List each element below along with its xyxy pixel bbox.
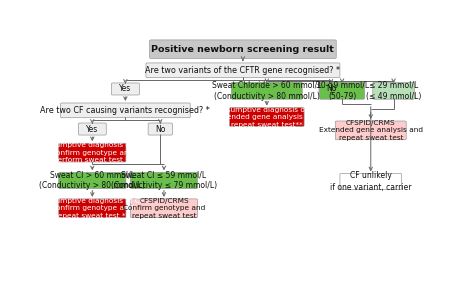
FancyBboxPatch shape (130, 172, 198, 188)
FancyBboxPatch shape (78, 123, 106, 135)
FancyBboxPatch shape (229, 108, 304, 126)
FancyBboxPatch shape (59, 172, 126, 188)
Text: Are two CF causing variants recognised? *: Are two CF causing variants recognised? … (40, 106, 210, 115)
Text: Sweat Chloride > 60 mmol/L
(Conductivity > 80 mmol/L): Sweat Chloride > 60 mmol/L (Conductivity… (212, 81, 321, 101)
Text: Yes: Yes (119, 84, 131, 93)
FancyBboxPatch shape (335, 121, 406, 140)
FancyBboxPatch shape (61, 103, 190, 118)
Text: Are two variants of the CFTR gene recognised? *: Are two variants of the CFTR gene recogn… (146, 66, 340, 75)
Text: Positive newborn screening result: Positive newborn screening result (152, 45, 334, 54)
FancyBboxPatch shape (373, 82, 414, 99)
Text: Presumptive diagnosis of CF
Extended gene analysis and
repeat sweat test**: Presumptive diagnosis of CF Extended gen… (215, 107, 319, 127)
Text: Sweat Cl ≤ 59 mmol/L
(Conductivity ≤ 79 mmol/L): Sweat Cl ≤ 59 mmol/L (Conductivity ≤ 79 … (111, 171, 217, 190)
Text: CFSPID/CRMS
Confirm genotype and
repeat sweat test: CFSPID/CRMS Confirm genotype and repeat … (123, 198, 205, 219)
FancyBboxPatch shape (111, 83, 139, 95)
Text: 30-59 mmol/L
(50-79): 30-59 mmol/L (50-79) (316, 81, 369, 101)
Text: Presumptive diagnosis of CF
Confirm genotype and
repeat sweat test **: Presumptive diagnosis of CF Confirm geno… (40, 198, 145, 219)
FancyBboxPatch shape (340, 173, 401, 190)
FancyBboxPatch shape (59, 199, 126, 218)
FancyBboxPatch shape (59, 143, 126, 162)
Text: CF unlikely
if one variant, carrier: CF unlikely if one variant, carrier (330, 171, 411, 192)
FancyBboxPatch shape (146, 63, 340, 78)
FancyBboxPatch shape (148, 123, 173, 135)
FancyBboxPatch shape (150, 40, 336, 58)
Text: Sweat Cl > 60 mmol/L
(Conductivity > 80 mmol/L): Sweat Cl > 60 mmol/L (Conductivity > 80 … (39, 171, 145, 190)
Text: ≤ 29 mmol/L
(≤ 49 mmol/L): ≤ 29 mmol/L (≤ 49 mmol/L) (366, 81, 421, 101)
Text: No: No (155, 125, 165, 134)
Text: CFSPID/CRMS
Extended gene analysis and
repeat sweat test: CFSPID/CRMS Extended gene analysis and r… (319, 120, 423, 141)
Text: Presumptive diagnosis of CF
Confirm genotype and
perform sweat test **: Presumptive diagnosis of CF Confirm geno… (40, 142, 145, 163)
FancyBboxPatch shape (130, 199, 198, 218)
Text: No: No (326, 84, 336, 93)
FancyBboxPatch shape (231, 82, 302, 99)
Text: Yes: Yes (86, 125, 99, 134)
FancyBboxPatch shape (319, 83, 343, 95)
FancyBboxPatch shape (319, 82, 365, 99)
